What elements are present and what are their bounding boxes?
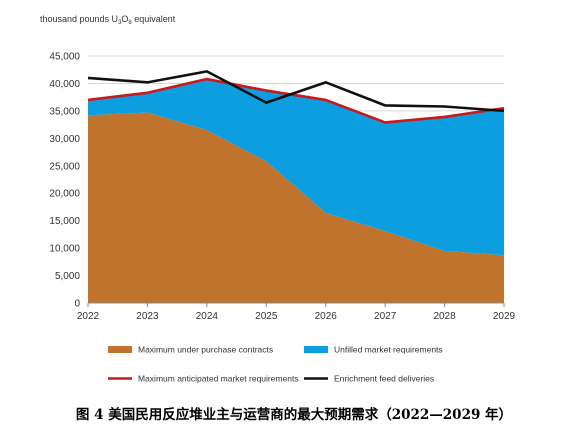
y-tick-label: 15,000	[49, 216, 80, 227]
legend-label: Unfilled market requirements	[334, 345, 443, 355]
y-tick-label: 40,000	[49, 79, 80, 90]
y-tick-label: 5,000	[55, 271, 80, 282]
y-unit-label: thousand pounds U3O8 equivalent	[40, 14, 176, 26]
y-tick-label: 30,000	[49, 134, 80, 145]
legend: Maximum under purchase contracts Unfilled…	[108, 345, 443, 384]
y-tick-label: 10,000	[49, 244, 80, 255]
area-series	[88, 80, 504, 303]
legend-label: Maximum anticipated market requirements	[138, 374, 299, 384]
figure-caption: 图 4 美国民用反应堆业主与运营商的最大预期需求（2022—2029 年）	[76, 406, 512, 423]
y-tick-label: 0	[74, 299, 80, 310]
x-tick-label: 2024	[196, 311, 219, 322]
x-tick-label: 2026	[315, 311, 338, 322]
y-tick-label: 35,000	[49, 106, 80, 117]
y-tick-label: 45,000	[49, 52, 80, 63]
legend-label: Maximum under purchase contracts	[138, 345, 273, 355]
y-tick-label: 20,000	[49, 189, 80, 200]
x-tick-label: 2029	[493, 311, 516, 322]
legend-swatch	[304, 346, 328, 353]
legend-swatch	[108, 346, 132, 353]
x-tick-label: 2027	[374, 311, 397, 322]
x-tick-label: 2023	[136, 311, 159, 322]
y-tick-label: 25,000	[49, 161, 80, 172]
x-tick-label: 2022	[77, 311, 100, 322]
legend-label: Enrichment feed deliveries	[334, 374, 434, 384]
x-tick-labels: 2022 2023 2024 2025 2026 2027 2028 2029	[77, 303, 516, 322]
y-tick-labels: 0 5,000 10,000 15,000 20,000 25,000 30,000 35,0…	[49, 52, 80, 310]
x-tick-label: 2028	[433, 311, 456, 322]
x-tick-label: 2025	[255, 311, 278, 322]
